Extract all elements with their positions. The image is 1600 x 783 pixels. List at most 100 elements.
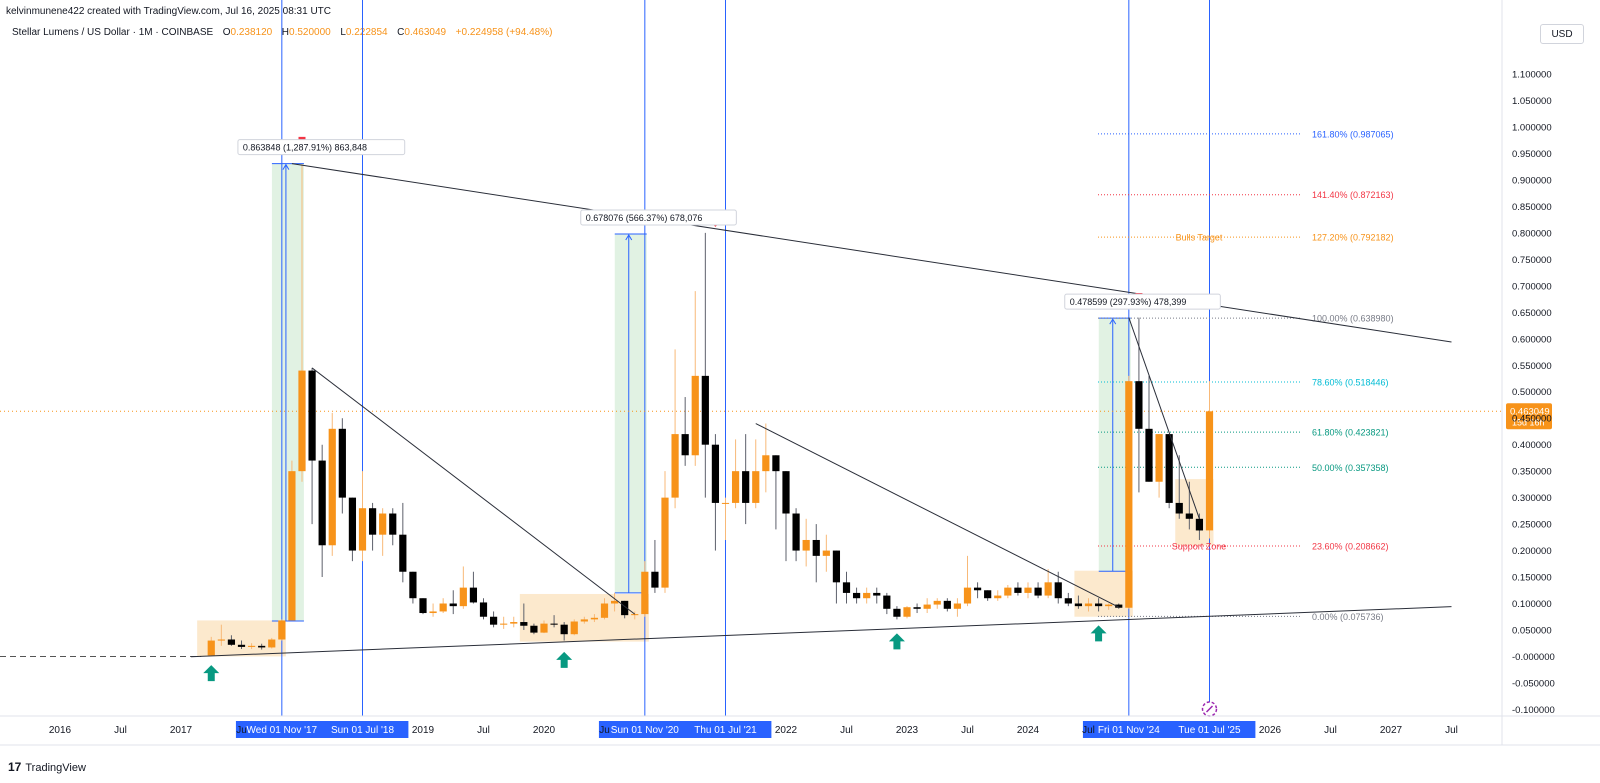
candle-body: [1064, 598, 1072, 604]
candle-body: [953, 603, 962, 609]
candle-body: [863, 592, 871, 599]
candle-body: [1094, 603, 1103, 607]
candle-body: [762, 455, 770, 472]
candle-body: [278, 620, 286, 640]
candle-body: [1074, 603, 1083, 607]
y-tick-label: -0.100000: [1512, 705, 1555, 716]
date-marker-label: Thu 01 Jul '21: [694, 725, 757, 736]
date-marker-label: Sun 01 Jul '18: [331, 725, 395, 736]
symbol-name[interactable]: Stellar Lumens / US Dollar · 1M · COINBA…: [12, 27, 214, 38]
candle-body: [298, 370, 306, 472]
candle-body: [661, 497, 669, 588]
candle-body: [540, 623, 548, 633]
candle-body: [288, 471, 296, 621]
candle-body: [358, 508, 367, 551]
candle-body: [368, 508, 377, 535]
fib-level-label: 0.00% (0.075736): [1312, 612, 1384, 622]
candle-body: [237, 644, 246, 647]
tradingview-logo[interactable]: 17 TradingView: [8, 760, 86, 774]
candle-body: [701, 375, 709, 445]
candle-body: [1014, 587, 1022, 593]
x-tick-label: 2022: [775, 725, 798, 736]
up-arrow-icon: [888, 633, 905, 650]
candle-body: [984, 590, 992, 599]
candle-body: [379, 513, 387, 535]
candle-body: [1034, 587, 1042, 596]
candle-body: [1105, 604, 1113, 607]
up-arrow-icon: [556, 651, 573, 668]
date-marker-badge: [679, 721, 772, 738]
y-tick-label: 1.000000: [1512, 123, 1552, 134]
tradingview-mark-icon: 17: [8, 760, 22, 774]
last-price-value: 0.463049: [1510, 406, 1550, 417]
candle-body: [903, 607, 911, 617]
y-tick-label: 0.150000: [1512, 573, 1552, 584]
candle-body: [883, 595, 891, 609]
candle-body: [510, 622, 518, 624]
candle-body: [651, 571, 659, 588]
date-marker-badge: [1082, 721, 1175, 738]
price-range-arrow-head: [1109, 318, 1117, 325]
y-tick-label: 0.550000: [1512, 361, 1552, 372]
x-tick-label: Jul: [1445, 725, 1458, 736]
candle-body: [610, 600, 619, 604]
candle-body: [328, 428, 336, 546]
candle-body: [1125, 381, 1133, 608]
x-tick-label: Ju: [599, 725, 610, 736]
candle-body: [247, 645, 256, 647]
candle-body: [772, 455, 780, 472]
price-range-label: 0.478599 (297.93%) 478,399: [1070, 297, 1187, 307]
currency-button[interactable]: USD: [1540, 24, 1584, 44]
candle-body: [520, 622, 528, 626]
y-tick-label: 0.500000: [1512, 387, 1552, 398]
candle-body: [873, 592, 881, 596]
candle-body: [530, 625, 538, 633]
candle-body: [217, 639, 225, 641]
x-tick-label: Jul: [477, 725, 490, 736]
last-price-countdown: 15d 16h: [1512, 417, 1545, 427]
change-value: +0.224958 (+94.48%): [455, 27, 553, 38]
candle-body: [1135, 381, 1143, 429]
candle-body: [560, 624, 568, 635]
candle-body: [268, 639, 276, 648]
candle-body: [822, 550, 830, 556]
bulls-target-label: Bulls Target: [1176, 233, 1223, 243]
fib-level-label: 61.80% (0.423821): [1312, 428, 1389, 438]
candle-body: [923, 604, 931, 609]
candle-body: [812, 539, 820, 556]
candle-body: [711, 444, 720, 503]
candle-body: [973, 587, 982, 591]
y-tick-label: 0.900000: [1512, 175, 1552, 186]
price-range-label-box: [237, 139, 406, 156]
x-tick-label: 2016: [49, 725, 72, 736]
candle-body: [691, 375, 699, 456]
price-range-label: 0.863848 (1,287.91%) 863,848: [243, 143, 367, 153]
candle-body: [963, 587, 972, 604]
candle-body: [500, 623, 508, 625]
candle-body: [550, 623, 558, 625]
fib-level-label: 23.60% (0.208662): [1312, 541, 1389, 551]
y-tick-label: 0.350000: [1512, 467, 1552, 478]
trendline: [311, 367, 636, 615]
candle-body: [631, 614, 639, 616]
x-tick-label: Ju: [236, 725, 247, 736]
candle-body: [1155, 434, 1163, 482]
trendline: [1128, 317, 1200, 519]
date-marker-label: Wed 01 Nov '17: [247, 725, 318, 736]
candle-body: [429, 611, 437, 614]
up-arrow-icon: [1090, 625, 1107, 642]
candle-body: [994, 595, 1002, 599]
price-range-label: 0.678076 (566.37%) 678,076: [586, 213, 703, 223]
trendline: [191, 606, 1452, 658]
fib-level-label: 50.00% (0.357358): [1312, 463, 1389, 473]
fib-level-label: 127.20% (0.792182): [1312, 233, 1394, 243]
support-zone-label: Support Zone: [1172, 541, 1227, 551]
y-tick-label: 1.100000: [1512, 70, 1552, 81]
created-credit: kelvinmunene422 created with TradingView…: [6, 6, 332, 17]
candle-body: [459, 587, 467, 607]
y-tick-label: 0.300000: [1512, 493, 1552, 504]
candle-body: [933, 600, 941, 605]
candle-body: [1024, 587, 1032, 593]
x-tick-label: Jul: [1324, 725, 1337, 736]
